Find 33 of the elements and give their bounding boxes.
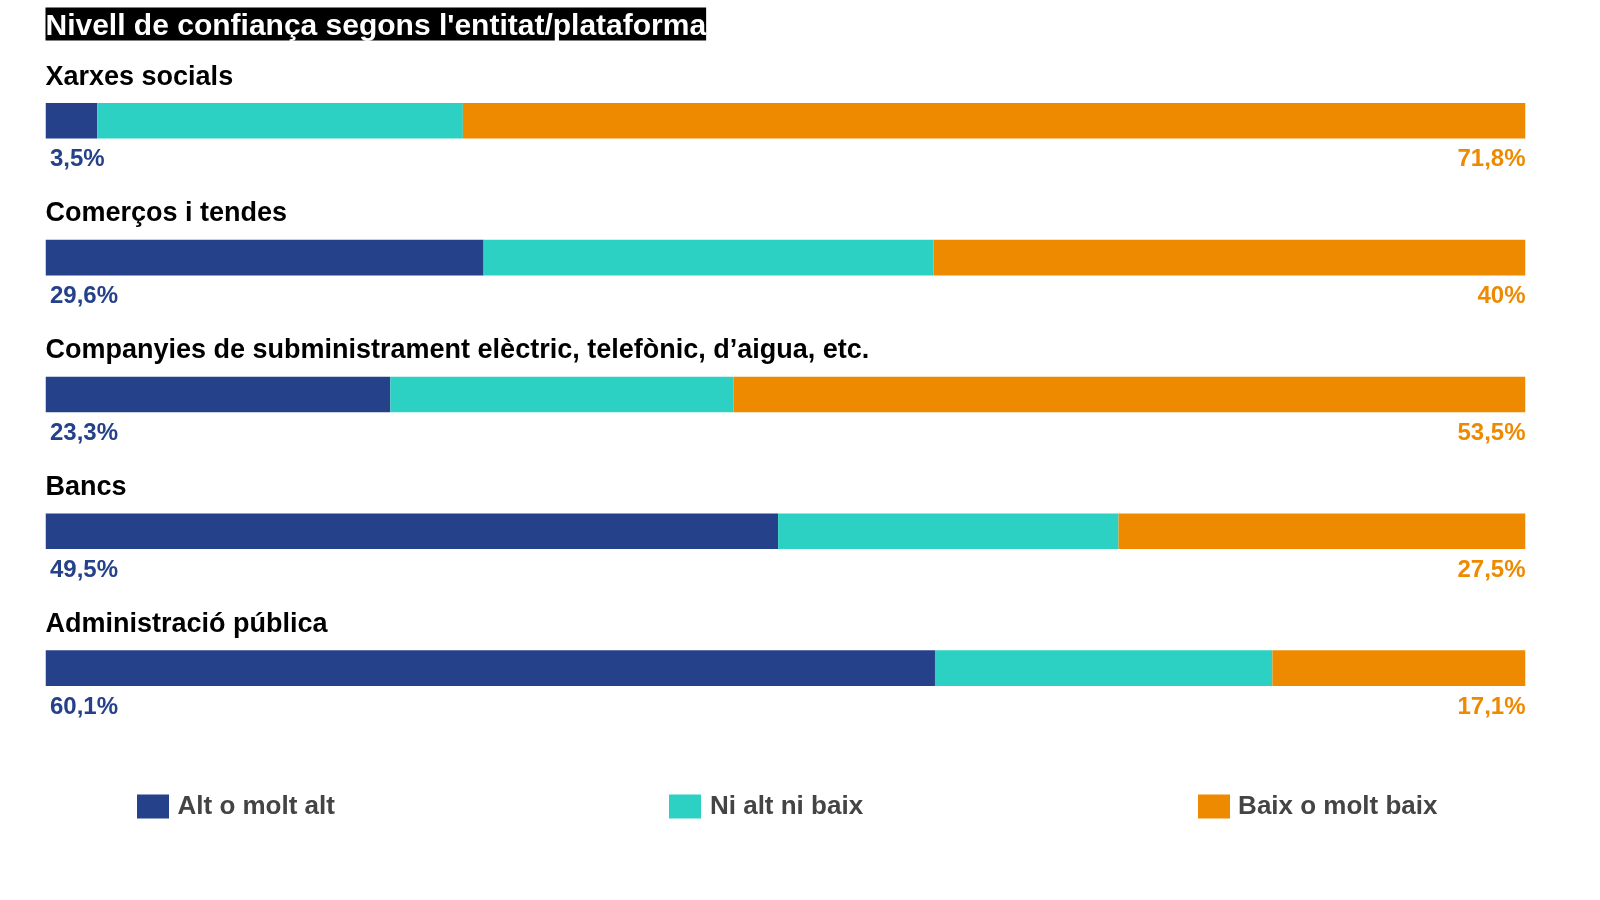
legend-label: Alt o molt alt	[177, 790, 335, 821]
y-tick-label: Bancs	[45, 471, 127, 502]
y-tick-label: Comerços i tendes	[45, 197, 288, 228]
bar	[45, 239, 484, 276]
data-label: 23,3%	[49, 417, 118, 445]
data-label: 71,8%	[1457, 144, 1526, 172]
bar	[1272, 650, 1526, 686]
bar	[462, 102, 1526, 139]
legend-label: Baix o molt baix	[1238, 790, 1438, 821]
bar	[483, 239, 934, 276]
bar	[1118, 513, 1526, 550]
data-label: 60,1%	[49, 691, 118, 719]
bar	[934, 650, 1273, 686]
bar	[45, 376, 391, 413]
data-label: 17,1%	[1457, 691, 1526, 719]
data-label: 29,6%	[49, 281, 118, 309]
legend-label: Ni alt ni baix	[709, 790, 864, 821]
data-label: 40%	[1477, 281, 1526, 309]
bar	[45, 102, 98, 139]
y-tick-label: Administració pública	[45, 607, 329, 638]
bar	[45, 650, 935, 686]
bar	[390, 376, 734, 413]
bar	[45, 513, 779, 550]
bar	[778, 513, 1119, 550]
bar	[933, 239, 1526, 276]
data-label: 53,5%	[1457, 417, 1526, 445]
bar	[733, 376, 1526, 413]
y-tick-label: Xarxes socials	[45, 60, 234, 91]
data-label: 27,5%	[1457, 554, 1526, 582]
data-label: 3,5%	[49, 144, 105, 172]
bar	[97, 102, 463, 139]
y-tick-label: Companyies de subministrament elèctric, telefònic, d’aigua, etc.	[45, 334, 870, 365]
data-label: 49,5%	[49, 554, 118, 582]
